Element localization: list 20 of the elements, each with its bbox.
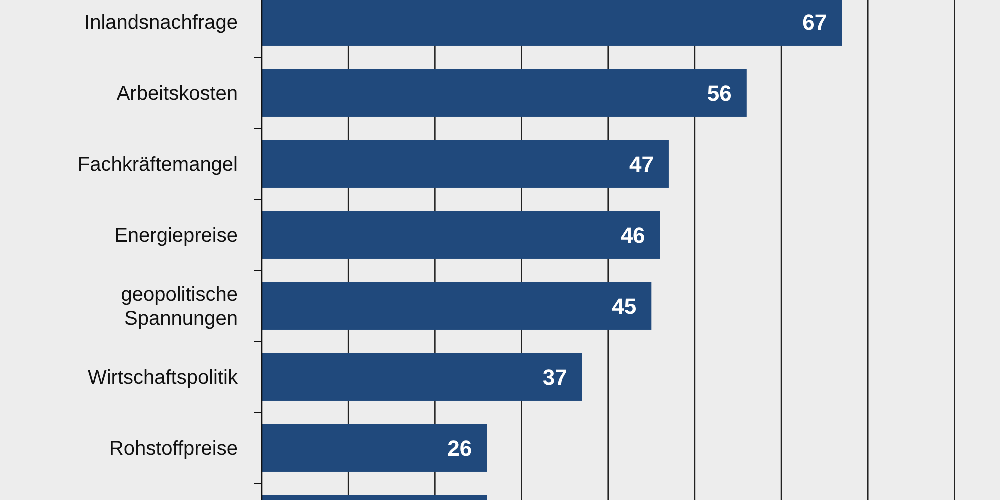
- data-label: 47: [629, 152, 654, 178]
- data-label: 37: [542, 365, 568, 390]
- y-tick-label: Fachkräftemangel: [78, 154, 238, 176]
- y-tick-label: Energiepreise: [114, 225, 238, 248]
- bar: [262, 282, 652, 330]
- y-tick-label: geopolitische Spannungen: [121, 284, 238, 330]
- bar: [262, 353, 582, 401]
- y-tick-label: Wirtschaftspolitik: [88, 367, 239, 390]
- bar: [262, 424, 488, 472]
- y-tick-label: Inlandsnachfrage: [84, 12, 238, 34]
- y-tick-label: Arbeitskosten: [116, 83, 238, 106]
- data-label: 56: [707, 81, 732, 106]
- data-label: 45: [612, 294, 637, 320]
- y-tick-label: Rohstoffpreise: [109, 438, 238, 460]
- bar: [262, 69, 747, 117]
- bar: [262, 211, 660, 259]
- data-label: 26: [448, 436, 472, 462]
- bar: [262, 140, 669, 188]
- data-label: 67: [802, 10, 828, 36]
- data-label: 46: [620, 223, 646, 248]
